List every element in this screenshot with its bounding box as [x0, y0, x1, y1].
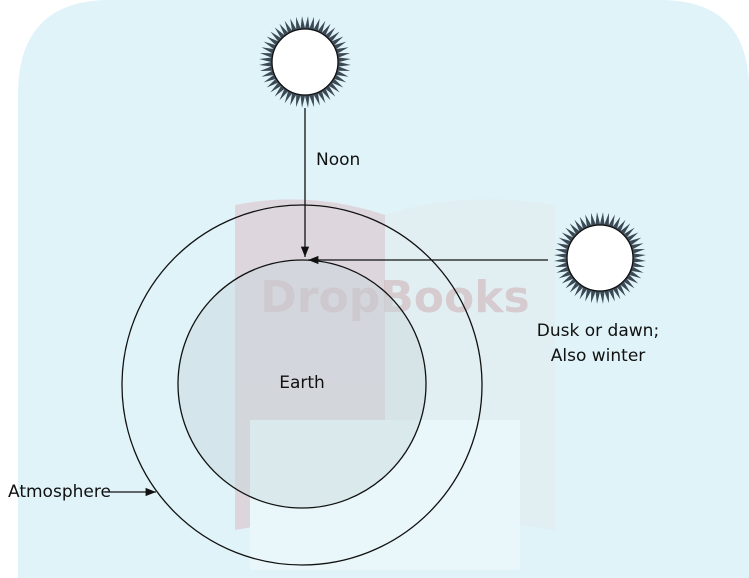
earth-label: Earth [279, 373, 325, 393]
dusk-label: Dusk or dawn; [537, 321, 659, 341]
page: {"labels": {"noon": "Noon", "dusk_line1"… [0, 0, 749, 578]
sun-disc [272, 29, 338, 95]
diagram: DropBooks Noon Dusk or dawn; Also winter… [0, 0, 749, 578]
atmosphere-label: Atmosphere [8, 482, 111, 502]
dusk-label: Also winter [551, 346, 646, 366]
sun-disc [567, 225, 633, 291]
noon-label: Noon [316, 150, 360, 170]
